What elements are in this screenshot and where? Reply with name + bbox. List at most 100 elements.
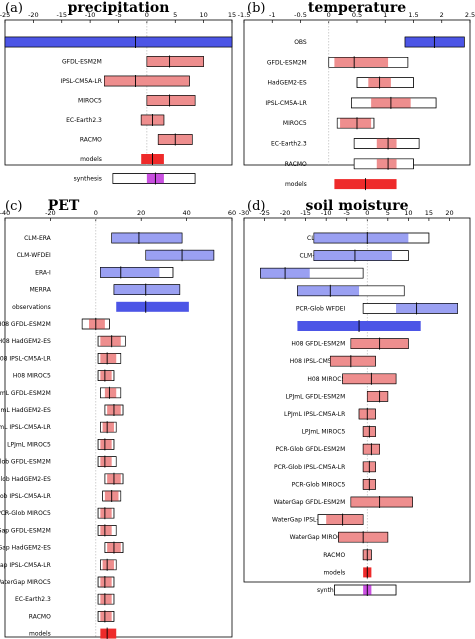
bar-outline-top	[113, 284, 181, 295]
panel-label-a: (a)	[5, 1, 23, 16]
row-label: WaterGap MIROC5	[290, 534, 346, 541]
x-tick-label-a: -25	[0, 11, 10, 19]
row-label: ERA-I	[35, 269, 51, 276]
x-tick-label-a: -5	[115, 11, 121, 19]
bar-outline-top	[350, 496, 413, 508]
row-label: CLM-ERA	[24, 235, 52, 242]
panel-a: (a)precipitation-25-20-15-10-5051015OBSG…	[0, 0, 236, 185]
bar-model	[100, 525, 112, 536]
bar-obs	[116, 301, 189, 312]
bar-outline-top	[353, 138, 420, 149]
row-label: RACMO	[29, 613, 51, 620]
x-tick-label-b: 2.5	[465, 11, 475, 19]
row-label: H08 HadGEM2-ES	[0, 338, 51, 345]
row-label: H08 IPSL-CM5A-LR	[0, 355, 51, 362]
bar-model	[100, 611, 112, 622]
row-label: LPJmL HadGEM2-ES	[0, 407, 51, 414]
bar-outline-top	[297, 285, 405, 297]
bar-model	[330, 356, 376, 367]
bar-outline-top	[317, 514, 364, 525]
panel-label-c: (c)	[5, 199, 22, 214]
bar-outline-top	[145, 249, 215, 261]
bar-model	[350, 497, 413, 507]
x-tick-label-b: -1.5	[238, 11, 251, 19]
row-label: WaterGap HadGEM2-ES	[0, 545, 51, 552]
row-label: RACMO	[80, 137, 102, 144]
x-tick-label-c: -20	[45, 209, 56, 217]
x-tick-label-d: 15	[425, 209, 433, 217]
row-label: MIROC5	[78, 98, 102, 105]
panel-b: (b) temperature -1.5 -1 -0.5 0 0.5 1 1.5 2 2.5 OBS G…	[238, 0, 475, 191]
chart-title-a: precipitation	[68, 0, 170, 16]
chart-title-b: temperature	[308, 0, 406, 16]
bar-obs_light	[100, 267, 160, 278]
x-tick-label-d: -10	[321, 209, 332, 217]
bar-outline-top	[334, 584, 397, 596]
x-tick-label-b: 1	[383, 11, 387, 19]
bar-model	[376, 138, 397, 149]
bar-outline-top	[313, 250, 409, 261]
bar-model	[102, 422, 114, 433]
bar-outline-top	[342, 373, 397, 385]
row-label: H08 GFDL-ESM2M	[291, 341, 345, 348]
bar-model	[100, 594, 112, 605]
x-tick-label-d: -5	[343, 209, 349, 217]
row-label: LPJmL GFDL-ESM2M	[286, 393, 346, 400]
row-label: GFDL-ESM2M	[62, 59, 102, 66]
bar-outline-top	[4, 36, 233, 48]
row-label: PCR-Glob WFDEI	[296, 305, 346, 312]
bar-outline-top	[97, 576, 115, 588]
bar-outline-top	[313, 232, 430, 244]
row-label: synthesis	[317, 587, 345, 594]
bar-obs_light	[297, 285, 360, 296]
bar-obs_light	[113, 284, 180, 295]
bar-outline-top	[100, 387, 122, 399]
row-label: MIROC5	[283, 120, 307, 127]
row-label: H08 IPSL-CM5A-LR	[290, 358, 346, 365]
bar-model	[100, 456, 112, 467]
row-label: IPSL-CM5A-LR	[60, 78, 101, 85]
row-label: models	[29, 631, 51, 638]
bar-model	[100, 336, 121, 347]
bar-outline-top	[366, 391, 389, 402]
x-tick-label-d: 5	[386, 209, 390, 217]
plot-frame-c	[4, 217, 233, 638]
x-tick-label-c: 0	[94, 209, 98, 217]
row-label: WaterGap GFDL-ESM2M	[0, 527, 51, 534]
bar-model	[326, 514, 364, 525]
bar-model	[146, 56, 204, 67]
bar-outline-top	[328, 56, 409, 68]
chart-title-d: soil moisture	[305, 198, 408, 214]
bar-model	[100, 577, 112, 587]
row-label: H08 GFDL-ESM2M	[0, 321, 51, 328]
bar-outline-top	[146, 95, 196, 106]
bar-model	[146, 95, 196, 106]
row-label: LPJmL MIROC5	[7, 441, 51, 448]
bar-model	[376, 158, 397, 169]
bar-outline-top	[97, 593, 115, 605]
bar-outline-top	[97, 370, 115, 381]
row-label: WaterGap MIROC5	[0, 579, 51, 586]
row-label: PCR-Glob MIROC5	[0, 510, 51, 517]
bar-model	[342, 373, 397, 384]
panel-label-b: (b)	[247, 1, 265, 16]
row-label: GFDL-ESM2M	[267, 59, 307, 66]
bar-model	[334, 57, 389, 68]
x-tick-label-a: 10	[199, 11, 207, 19]
row-label: LPJmL MIROC5	[302, 429, 346, 436]
bar-models	[100, 628, 117, 639]
bar-outline-top	[362, 303, 458, 314]
bar-outline-top	[97, 353, 122, 364]
bar-outline-top	[111, 232, 183, 244]
x-tick-label-d: -30	[239, 209, 250, 217]
row-label: PCR-Glob GFDL-ESM2M	[276, 446, 346, 453]
row-label: synthesis	[74, 176, 102, 183]
x-tick-label-d: -15	[300, 209, 311, 217]
row-label: RACMO	[285, 161, 307, 168]
bar-outline-top	[260, 267, 364, 279]
x-tick-label-a: 5	[173, 11, 177, 19]
row-label: EC-Earth2.3	[271, 141, 307, 148]
x-tick-label-b: -1	[269, 11, 275, 19]
bar-model	[340, 118, 372, 129]
bar-outline-top	[356, 77, 414, 88]
